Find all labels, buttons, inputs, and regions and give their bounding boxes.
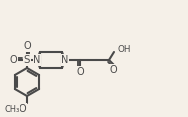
- Text: OH: OH: [117, 44, 130, 53]
- Text: S: S: [24, 55, 30, 65]
- Text: O: O: [109, 65, 117, 75]
- Text: O: O: [18, 104, 26, 114]
- Text: O: O: [76, 67, 84, 77]
- Text: N: N: [33, 55, 41, 65]
- Text: N: N: [61, 55, 69, 65]
- Text: O: O: [23, 41, 31, 51]
- Text: CH₃: CH₃: [4, 104, 20, 113]
- Text: O: O: [9, 55, 17, 65]
